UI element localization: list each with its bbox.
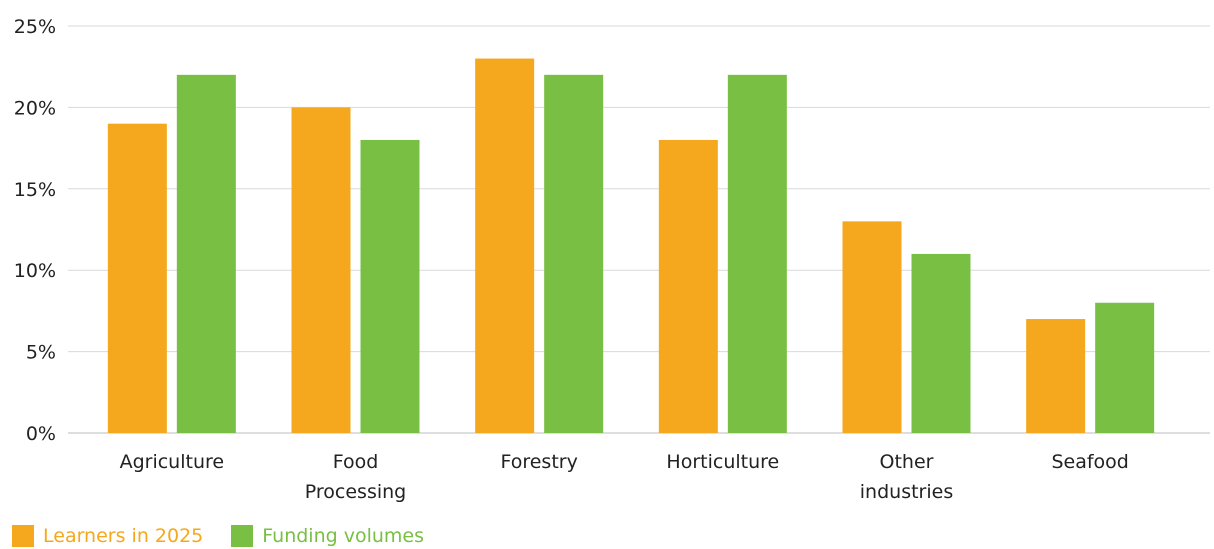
x-tick-label: Seafood	[1051, 451, 1128, 473]
x-tick-label-line: Processing	[305, 481, 406, 503]
bar-learners-1	[291, 107, 351, 434]
bar-funding-2	[544, 74, 604, 433]
bar-learners-2	[475, 58, 535, 434]
bar-funding-3	[727, 74, 787, 433]
y-tick-label: 15%	[14, 179, 56, 201]
bar-funding-1	[360, 139, 420, 433]
bar-funding-5	[1095, 302, 1155, 433]
x-axis: Agriculture Food Processing Forestry Horticu…	[120, 451, 1129, 503]
x-tick-label-line: Seafood	[1051, 451, 1128, 473]
y-axis: 0% 5% 10% 15% 20% 25%	[14, 16, 56, 445]
bar-learners-0	[107, 123, 167, 434]
x-tick-label: Forestry	[500, 451, 577, 473]
x-tick-label: Agriculture	[120, 451, 225, 473]
y-tick-label: 25%	[14, 16, 56, 38]
y-tick-label: 0%	[26, 423, 56, 445]
bar-funding-4	[911, 253, 971, 433]
y-tick-label: 20%	[14, 97, 56, 119]
legend-label-learners: Learners in 2025	[43, 525, 204, 547]
x-tick-label-line: Horticulture	[666, 451, 779, 473]
x-tick-label-line: Forestry	[500, 451, 577, 473]
x-tick-label-line: industries	[860, 481, 953, 503]
legend: Learners in 2025 Funding volumes	[12, 524, 452, 548]
y-tick-label: 5%	[26, 342, 56, 364]
bars	[107, 58, 1155, 434]
y-tick-label: 10%	[14, 260, 56, 282]
x-tick-label-line: Agriculture	[120, 451, 225, 473]
bar-chart: 0% 5% 10% 15% 20% 25% Agriculture Food Processi…	[14, 16, 1210, 503]
x-tick-label: Food Processing	[305, 451, 406, 503]
x-tick-label: Other industries	[860, 451, 953, 503]
legend-item-funding: Funding volumes	[231, 525, 424, 547]
legend-swatch-learners	[12, 525, 34, 547]
gridlines	[68, 25, 1210, 434]
legend-swatch-funding	[231, 525, 254, 547]
x-tick-label-line: Food	[333, 451, 379, 473]
bar-learners-3	[658, 139, 718, 433]
legend-label-funding: Funding volumes	[262, 525, 425, 547]
bar-learners-5	[1026, 319, 1086, 433]
x-tick-label: Horticulture	[666, 451, 779, 473]
bar-learners-4	[842, 221, 902, 433]
legend-item-learners: Learners in 2025	[12, 525, 203, 547]
bar-funding-0	[176, 74, 236, 433]
x-tick-label-line: Other	[880, 451, 934, 473]
